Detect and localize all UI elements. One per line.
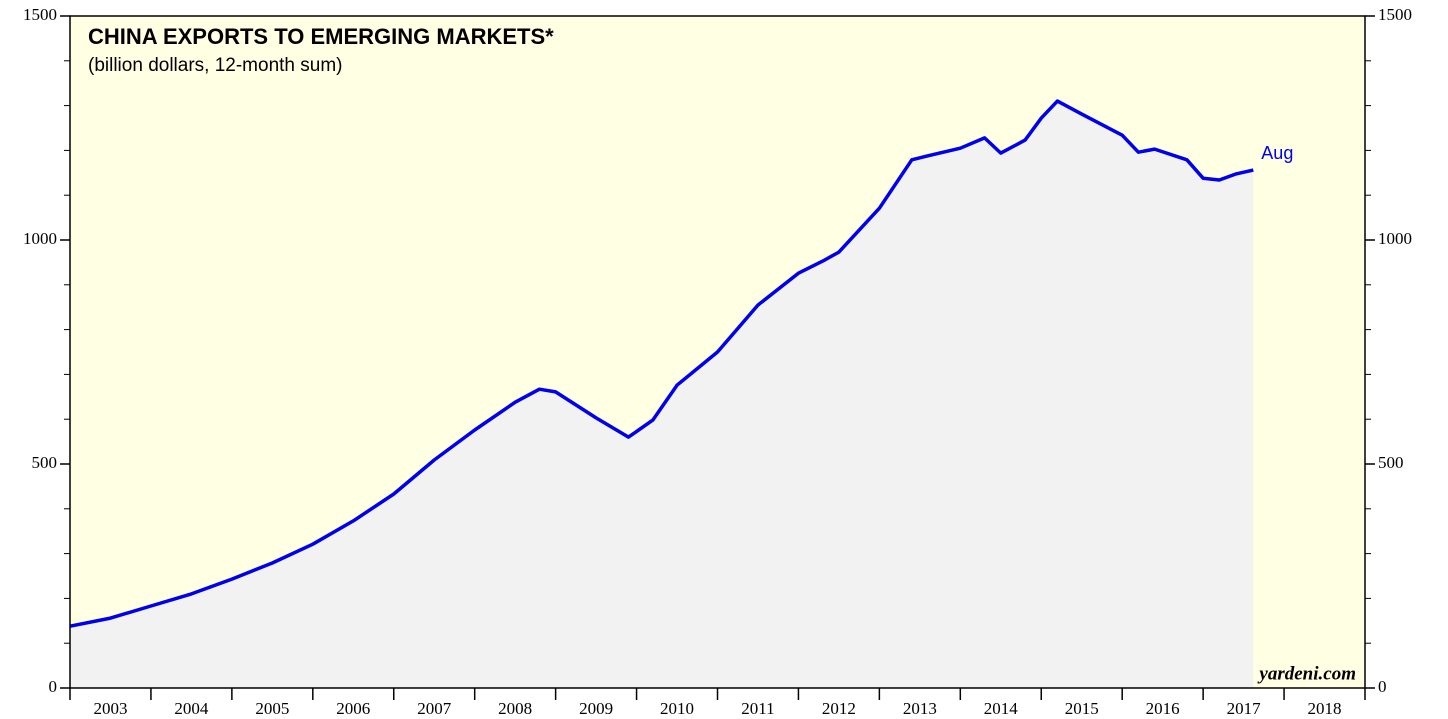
source: yardeni.com bbox=[1257, 663, 1356, 684]
x-tick-label: 2018 bbox=[1308, 699, 1342, 718]
x-tick-label: 2003 bbox=[93, 699, 127, 718]
x-tick-label: 2009 bbox=[579, 699, 613, 718]
marks bbox=[69, 99, 1254, 689]
line bbox=[69, 99, 1254, 628]
x-tick-label: 2006 bbox=[336, 699, 370, 718]
chart-title: CHINA EXPORTS TO EMERGING MARKETS* bbox=[88, 24, 554, 49]
x-tick-label: 2015 bbox=[1065, 699, 1099, 718]
chart-subtitle: (billion dollars, 12-month sum) bbox=[88, 55, 343, 76]
x-tick-label: 2010 bbox=[660, 699, 694, 718]
y2-tick-label: 1000 bbox=[1378, 229, 1412, 248]
x-tick-label: 2012 bbox=[822, 699, 856, 718]
end-label: Aug bbox=[1261, 143, 1293, 163]
y-tick-label: 0 bbox=[49, 677, 58, 696]
x-tick-label: 2008 bbox=[498, 699, 532, 718]
x-tick-label: 2005 bbox=[255, 699, 289, 718]
area bbox=[70, 101, 1254, 689]
y2-tick-label: 1500 bbox=[1378, 5, 1412, 24]
x-tick-label: 2014 bbox=[984, 699, 1019, 718]
x-tick-label: 2017 bbox=[1227, 699, 1262, 718]
y-tick-label: 1000 bbox=[23, 229, 57, 248]
x-tick-label: 2011 bbox=[741, 699, 774, 718]
x-tick-label: 2007 bbox=[417, 699, 452, 718]
y2-tick-label: 0 bbox=[1378, 677, 1387, 696]
y2-tick-label: 500 bbox=[1378, 453, 1404, 472]
x-tick-label: 2016 bbox=[1146, 699, 1180, 718]
x-tick-label: 2013 bbox=[903, 699, 937, 718]
y-tick-label: 500 bbox=[32, 453, 58, 472]
x-tick-label: 2004 bbox=[174, 699, 209, 718]
y-tick-label: 1500 bbox=[23, 5, 57, 24]
